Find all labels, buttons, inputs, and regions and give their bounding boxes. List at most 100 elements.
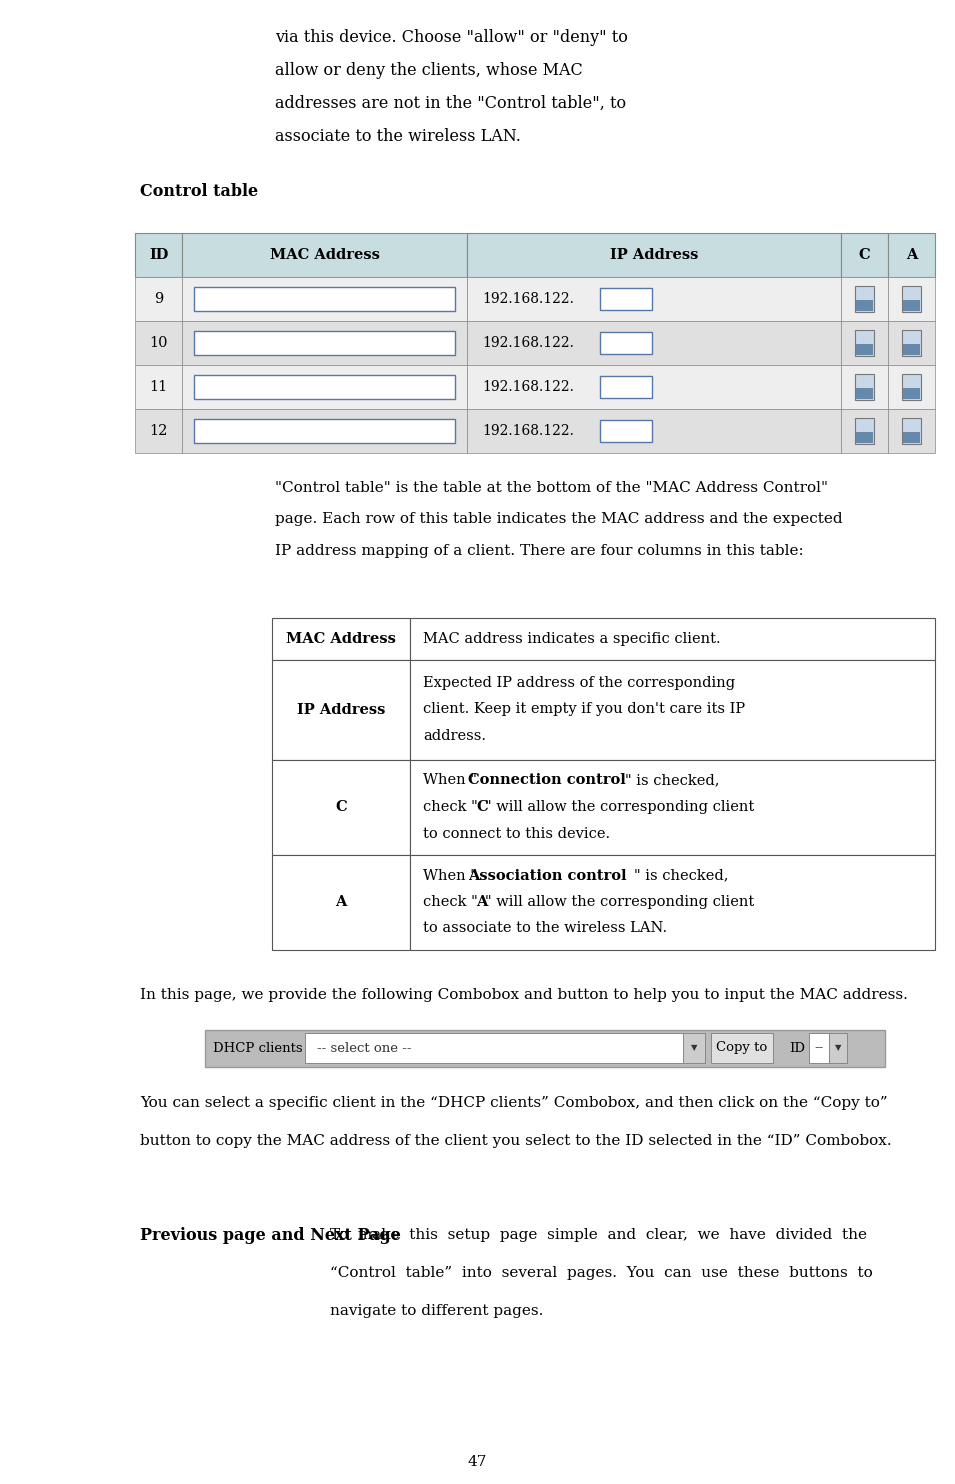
Text: Control table: Control table bbox=[140, 183, 258, 200]
Bar bbox=[467, 365, 840, 410]
Text: to connect to this device.: to connect to this device. bbox=[423, 827, 610, 840]
Bar bbox=[902, 374, 921, 401]
Text: 192.168.122.: 192.168.122. bbox=[482, 424, 574, 438]
Text: MAC address indicates a specific client.: MAC address indicates a specific client. bbox=[423, 632, 721, 646]
Text: Expected IP address of the corresponding: Expected IP address of the corresponding bbox=[423, 677, 735, 690]
Bar bbox=[855, 286, 874, 312]
Text: navigate to different pages.: navigate to different pages. bbox=[330, 1303, 543, 1318]
Text: " is checked,: " is checked, bbox=[633, 868, 728, 883]
Text: IP Address: IP Address bbox=[609, 248, 698, 263]
Text: via this device. Choose "allow" or "deny" to: via this device. Choose "allow" or "deny… bbox=[275, 30, 627, 46]
Text: ▼: ▼ bbox=[690, 1043, 697, 1052]
Bar bbox=[467, 410, 840, 453]
Bar bbox=[600, 420, 652, 442]
Bar bbox=[135, 278, 182, 321]
Bar bbox=[135, 365, 182, 410]
Text: 11: 11 bbox=[150, 380, 168, 393]
Bar bbox=[182, 278, 467, 321]
Text: 192.168.122.: 192.168.122. bbox=[482, 335, 574, 350]
Bar bbox=[467, 321, 840, 365]
Text: C: C bbox=[476, 800, 488, 815]
Text: In this page, we provide the following Combobox and button to help you to input : In this page, we provide the following C… bbox=[140, 987, 908, 1002]
Bar bbox=[840, 410, 888, 453]
Bar bbox=[683, 1033, 705, 1063]
Bar bbox=[856, 389, 873, 399]
Text: IP address mapping of a client. There are four columns in this table:: IP address mapping of a client. There ar… bbox=[275, 545, 804, 558]
Bar bbox=[305, 1033, 705, 1063]
Bar bbox=[467, 233, 840, 278]
Text: " will allow the corresponding client: " will allow the corresponding client bbox=[484, 895, 753, 910]
Bar bbox=[711, 1033, 773, 1063]
Bar bbox=[410, 659, 935, 760]
Text: You can select a specific client in the “DHCP clients” Combobox, and then click : You can select a specific client in the … bbox=[140, 1097, 887, 1110]
Bar bbox=[902, 300, 920, 312]
Text: 47: 47 bbox=[468, 1454, 487, 1469]
Text: --: -- bbox=[814, 1042, 823, 1055]
Text: to associate to the wireless LAN.: to associate to the wireless LAN. bbox=[423, 922, 668, 935]
Text: IP Address: IP Address bbox=[297, 702, 385, 717]
Bar bbox=[888, 321, 935, 365]
Text: -- select one --: -- select one -- bbox=[317, 1042, 412, 1055]
Bar bbox=[856, 300, 873, 312]
Bar bbox=[182, 233, 467, 278]
Bar bbox=[194, 331, 456, 355]
Bar bbox=[902, 432, 920, 444]
Bar bbox=[410, 760, 935, 855]
Bar bbox=[888, 410, 935, 453]
Text: C: C bbox=[859, 248, 870, 263]
Bar bbox=[840, 233, 888, 278]
Text: page. Each row of this table indicates the MAC address and the expected: page. Each row of this table indicates t… bbox=[275, 512, 842, 527]
Bar bbox=[272, 760, 410, 855]
Text: Connection control: Connection control bbox=[468, 773, 626, 788]
Bar bbox=[272, 617, 410, 659]
Bar bbox=[840, 365, 888, 410]
Text: allow or deny the clients, whose MAC: allow or deny the clients, whose MAC bbox=[275, 62, 583, 79]
Bar bbox=[855, 329, 874, 356]
Bar bbox=[600, 332, 652, 355]
Text: 9: 9 bbox=[154, 292, 163, 306]
Bar bbox=[840, 278, 888, 321]
Bar bbox=[902, 329, 921, 356]
Text: client. Keep it empty if you don't care its IP: client. Keep it empty if you don't care … bbox=[423, 702, 745, 717]
Text: “Control  table”  into  several  pages.  You  can  use  these  buttons  to: “Control table” into several pages. You … bbox=[330, 1266, 873, 1279]
Bar bbox=[272, 659, 410, 760]
Bar bbox=[194, 418, 456, 444]
Bar bbox=[182, 410, 467, 453]
Text: DHCP clients: DHCP clients bbox=[213, 1042, 303, 1055]
Bar bbox=[856, 432, 873, 444]
Text: check ": check " bbox=[423, 895, 478, 910]
Text: C: C bbox=[335, 800, 347, 815]
Text: When ": When " bbox=[423, 773, 477, 788]
Bar bbox=[272, 855, 410, 950]
Bar bbox=[194, 286, 456, 312]
Bar bbox=[856, 344, 873, 355]
Text: address.: address. bbox=[423, 729, 486, 743]
Bar bbox=[182, 321, 467, 365]
Text: A: A bbox=[335, 895, 347, 910]
Text: Copy to: Copy to bbox=[716, 1042, 768, 1055]
Text: When ": When " bbox=[423, 868, 477, 883]
Bar bbox=[410, 855, 935, 950]
Bar bbox=[888, 278, 935, 321]
Text: 12: 12 bbox=[149, 424, 168, 438]
Text: button to copy the MAC address of the client you select to the ID selected in th: button to copy the MAC address of the cl… bbox=[140, 1134, 892, 1149]
Bar bbox=[888, 233, 935, 278]
Text: ID: ID bbox=[149, 248, 168, 263]
Bar bbox=[135, 410, 182, 453]
Bar bbox=[467, 278, 840, 321]
Bar bbox=[600, 288, 652, 310]
Bar bbox=[888, 365, 935, 410]
Bar bbox=[840, 321, 888, 365]
Bar bbox=[182, 365, 467, 410]
Bar bbox=[135, 233, 182, 278]
Text: ID: ID bbox=[789, 1042, 805, 1055]
Text: ▼: ▼ bbox=[835, 1043, 841, 1052]
Text: MAC Address: MAC Address bbox=[269, 248, 380, 263]
Bar bbox=[902, 286, 921, 312]
Bar bbox=[902, 389, 920, 399]
Text: "Control table" is the table at the bottom of the "MAC Address Control": "Control table" is the table at the bott… bbox=[275, 481, 828, 496]
Text: A: A bbox=[905, 248, 917, 263]
Bar bbox=[809, 1033, 847, 1063]
Text: 192.168.122.: 192.168.122. bbox=[482, 380, 574, 393]
Text: addresses are not in the "Control table", to: addresses are not in the "Control table"… bbox=[275, 95, 626, 111]
